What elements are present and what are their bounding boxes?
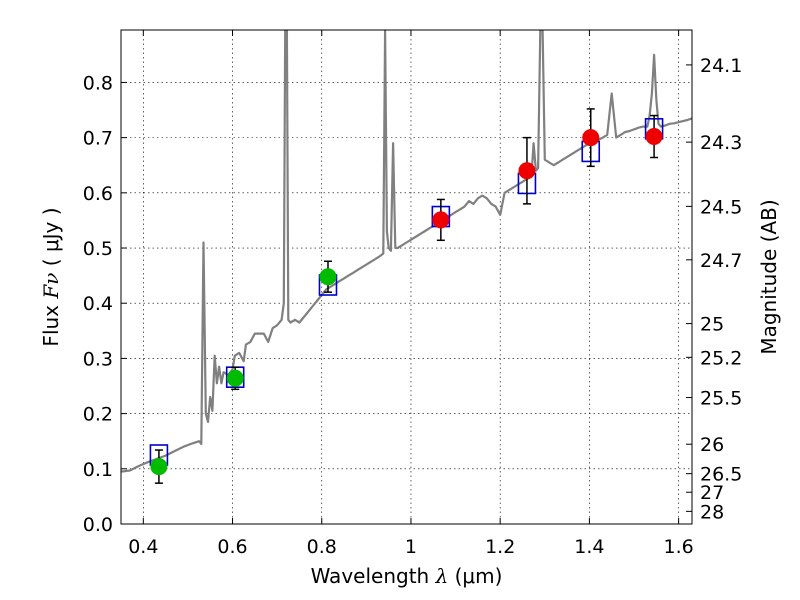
mag-tick-label: 28 xyxy=(700,501,724,523)
x-axis-label: Wavelength λ (μm) xyxy=(311,564,503,588)
x-axis-label-prefix: Wavelength xyxy=(311,564,436,588)
x-tick-label: 1.2 xyxy=(485,536,515,558)
mag-tick-label: 25.5 xyxy=(700,388,742,410)
x-tick-label: 0.4 xyxy=(128,536,158,558)
y-axis-label-fnu: Fν xyxy=(39,273,63,300)
nir-photometry-point xyxy=(645,128,663,146)
mag-tick-label: 24.7 xyxy=(700,250,742,272)
nir-photometry-point xyxy=(432,211,450,229)
plot-area xyxy=(121,30,692,484)
y-tick-label: 0.4 xyxy=(83,293,113,315)
mag-tick-label: 24.1 xyxy=(700,55,742,77)
x-tick-label: 0.8 xyxy=(307,536,337,558)
mag-tick-label: 24.3 xyxy=(700,132,742,154)
mag-tick-label: 25.2 xyxy=(700,347,742,369)
y-tick-label: 0.6 xyxy=(83,183,113,205)
y-tick-label: 0.3 xyxy=(83,348,113,370)
optical-photometry-point xyxy=(150,458,168,476)
mag-tick-label: 26 xyxy=(700,434,724,456)
mag-tick-label: 27 xyxy=(700,482,724,504)
mag-tick-label: 26.5 xyxy=(700,464,742,486)
y-axis-label: Flux Fν ( μJy ) xyxy=(39,207,63,346)
photometry-series xyxy=(149,108,664,484)
plot-frame xyxy=(120,29,693,525)
optical-photometry-point xyxy=(319,268,337,286)
mag-tick-label: 24.5 xyxy=(700,196,742,218)
y-tick-label: 0.2 xyxy=(83,404,113,426)
optical-photometry-point xyxy=(226,369,244,387)
y-axis-label-prefix: Flux xyxy=(39,299,63,347)
nir-photometry-point xyxy=(518,162,536,180)
axis-ticks: 0.4 0.6 0.8 1 1.2 1.4 1.6 0.0 0.1 0.2 0.3 0.4 0.5 0.6… xyxy=(83,30,742,558)
x-tick-label: 1 xyxy=(405,536,417,558)
x-axis-label-lambda: λ xyxy=(435,564,449,588)
mag-tick-label: 25 xyxy=(700,314,724,336)
y-tick-label: 0.0 xyxy=(83,514,113,536)
spectrum-line xyxy=(121,30,692,473)
spectrum-series xyxy=(121,30,692,473)
nir-photometry-point xyxy=(582,129,600,147)
y-tick-label: 0.5 xyxy=(83,238,113,260)
y-tick-label: 0.8 xyxy=(83,72,113,94)
y-axis-label-unit: ( μJy ) xyxy=(39,207,63,272)
y-right-axis-label: Magnitude (AB) xyxy=(757,199,781,354)
y-tick-label: 0.1 xyxy=(83,459,113,481)
y-tick-label: 0.7 xyxy=(83,128,113,150)
grid-lines xyxy=(121,30,692,525)
x-tick-label: 1.6 xyxy=(664,536,694,558)
x-axis-label-unit: (μm) xyxy=(448,564,502,588)
x-tick-label: 1.4 xyxy=(574,536,604,558)
x-tick-label: 0.6 xyxy=(217,536,247,558)
